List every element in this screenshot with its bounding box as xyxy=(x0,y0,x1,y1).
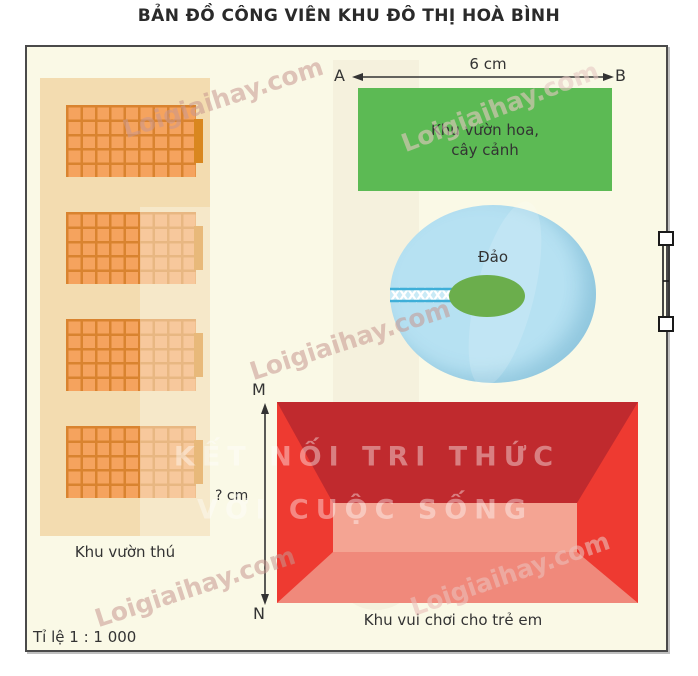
dimension-arrow-ab xyxy=(352,73,614,81)
zoo-label: Khu vườn thú xyxy=(74,543,176,561)
ab-dimension-label: 6 cm xyxy=(469,55,507,73)
garden-label-line2: cây cảnh xyxy=(451,140,519,159)
island-label: Đảo xyxy=(478,248,508,266)
island xyxy=(449,275,525,317)
zoo-area xyxy=(40,78,210,536)
cage-door xyxy=(194,440,203,484)
scale-label: Tỉ lệ 1 : 1 000 xyxy=(33,628,137,646)
playground-area xyxy=(277,402,638,603)
flower-garden-area: Khu vườn hoa, cây cảnh xyxy=(358,88,612,191)
endpoint-b-label: B xyxy=(615,66,626,85)
animal-cage xyxy=(66,105,203,177)
map-canvas: Khu vườn thú Khu vườn hoa, cây cảnh A B … xyxy=(25,45,674,652)
map-gate-icon xyxy=(658,231,674,332)
page-title: BẢN ĐỒ CÔNG VIÊN KHU ĐÔ THỊ HOÀ BÌNH xyxy=(137,6,561,26)
cage-door xyxy=(194,333,203,377)
playground-label: Khu vui chơi cho trẻ em xyxy=(363,611,543,629)
animal-cage xyxy=(66,319,203,391)
cage-door xyxy=(194,226,203,270)
watermark-logo-shape xyxy=(140,207,210,537)
mn-dimension-label: ? cm xyxy=(215,488,249,504)
lattice-bridge-icon xyxy=(390,287,452,303)
lake-area: Đảo xyxy=(390,194,596,394)
dimension-arrow-mn xyxy=(261,403,269,605)
endpoint-n-label: N xyxy=(253,604,265,623)
cage-door xyxy=(194,119,203,163)
endpoint-m-label: M xyxy=(252,380,266,399)
garden-label-line1: Khu vườn hoa, xyxy=(430,120,540,139)
animal-cage xyxy=(66,212,203,284)
endpoint-a-label: A xyxy=(334,66,345,85)
animal-cage xyxy=(66,426,203,498)
